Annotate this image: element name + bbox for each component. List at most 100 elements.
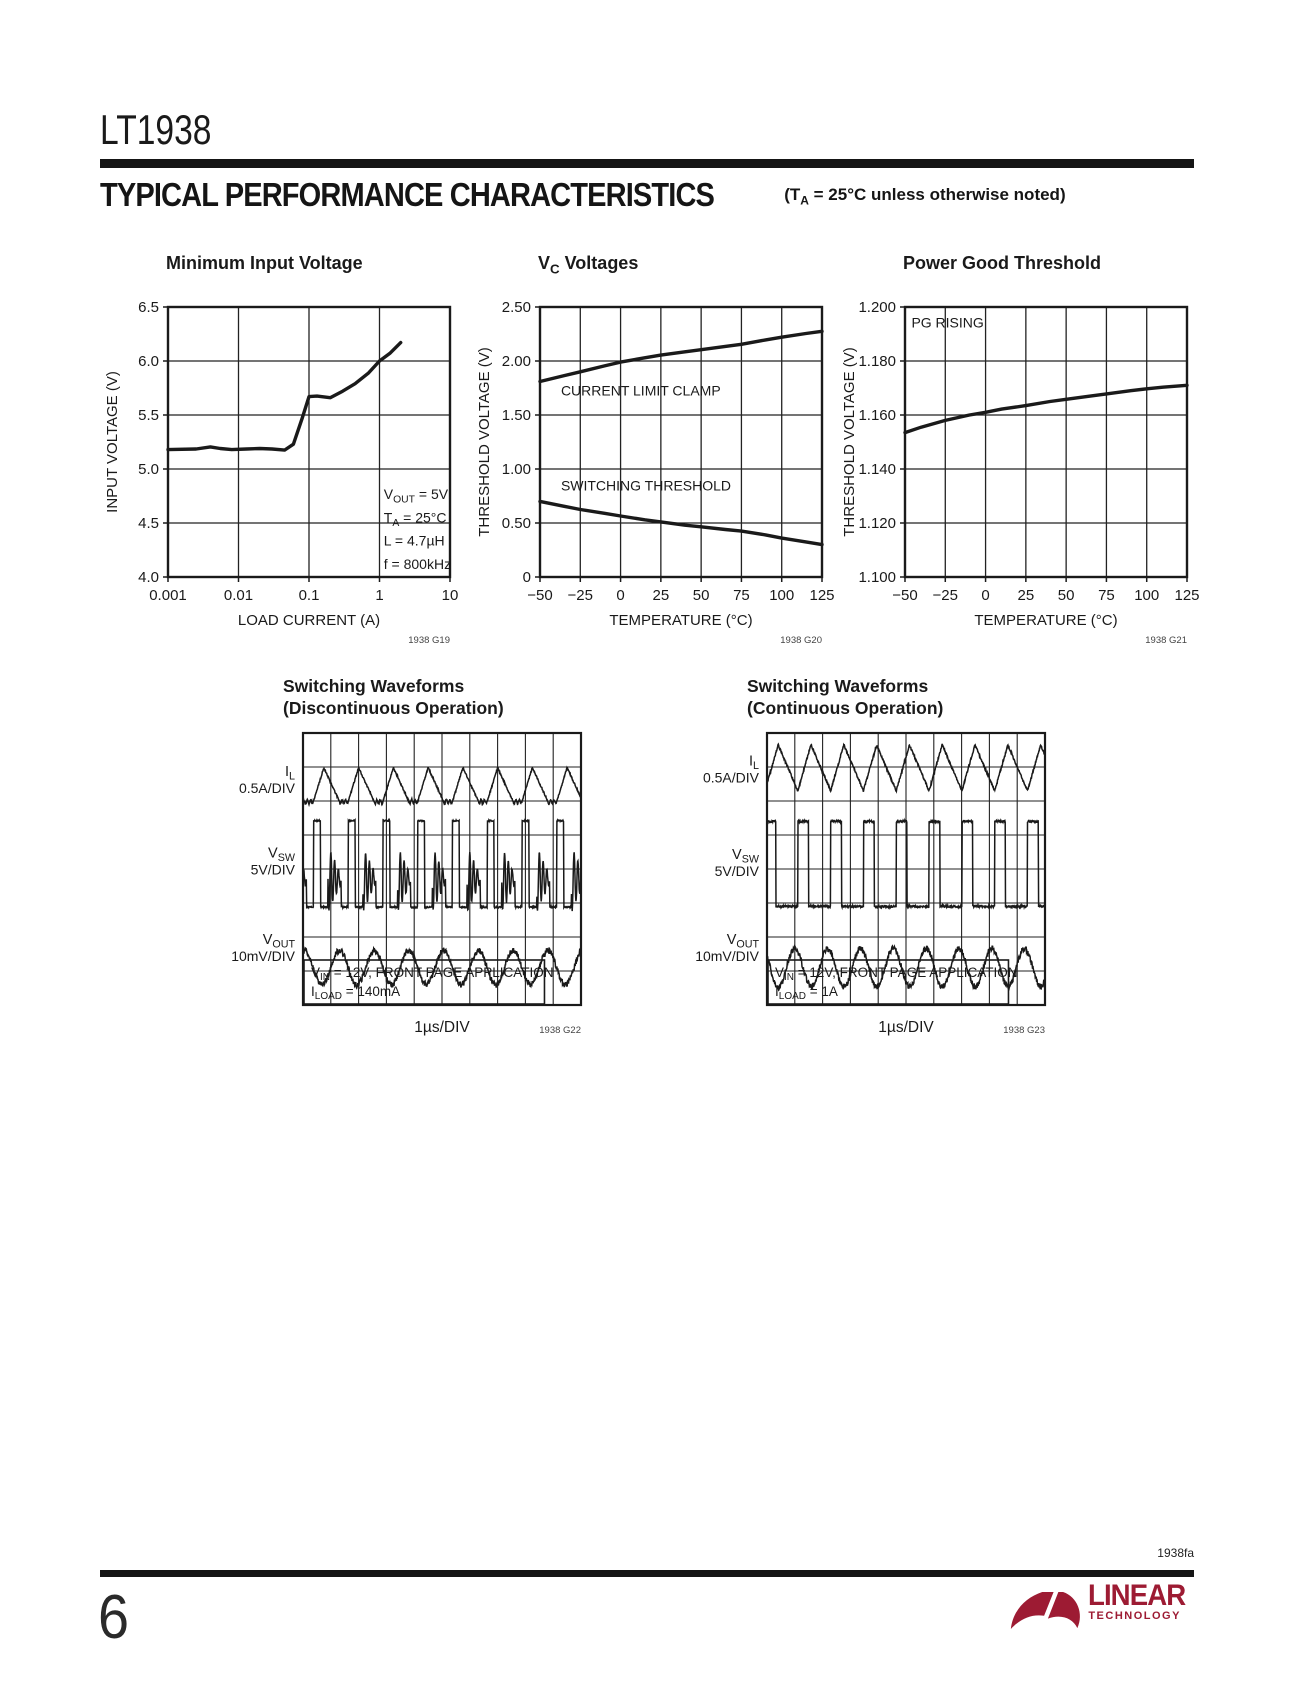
plot-annotation: SWITCHING THRESHOLD	[561, 478, 731, 494]
plot-annotation: f = 800kHz	[384, 556, 451, 572]
plot-border	[538, 305, 824, 579]
y-tick-label: 0.50	[502, 515, 531, 532]
logo-subtext: TECHNOLOGY	[1088, 1610, 1181, 1622]
plot-border	[903, 305, 1189, 579]
trace-label: IL	[285, 764, 295, 782]
trace-scale-label: 0.5A/DIV	[703, 770, 760, 786]
logo-text: LINEAR TECHNOLOGY	[1088, 1579, 1194, 1623]
x-tick-label: 1	[375, 587, 383, 604]
y-tick-label: 1.50	[502, 407, 531, 424]
plot-annotation: PG RISING	[911, 314, 983, 330]
y-tick-label: 2.50	[502, 299, 531, 316]
x-tick-label: 75	[1098, 587, 1115, 604]
x-tick-label: 75	[733, 587, 750, 604]
x-tick-label: 100	[1134, 587, 1159, 604]
x-tick-label: 0	[981, 587, 989, 604]
doc-code: 1938fa	[1157, 1546, 1194, 1560]
scope-title-line2: (Discontinuous Operation)	[283, 698, 504, 718]
note-box	[767, 959, 1010, 1005]
x-tick-label: −25	[568, 587, 593, 604]
y-axis-title: THRESHOLD VOLTAGE (V)	[841, 347, 858, 536]
trace-label: VOUT	[727, 932, 760, 950]
linear-technology-logo: LINEAR TECHNOLOGY	[1008, 1579, 1194, 1639]
x-tick-label: 0.01	[224, 587, 253, 604]
chart-vc-voltages: VC Voltages −50 −25 0 25 50 75 100 125 0 0.50 1.00 1…	[472, 245, 852, 647]
x-tick-label: −25	[933, 587, 958, 604]
scope-title-line1: Switching Waveforms	[747, 676, 928, 696]
chart-power-good-threshold: Power Good Threshold −50 −25 0 25 50 75 100 125 1…	[837, 245, 1217, 647]
trace-cont_switch	[766, 817, 1046, 911]
y-tick-label: 4.5	[138, 515, 159, 532]
x-axis-title: LOAD CURRENT (A)	[238, 612, 380, 629]
trace-dcm_switch	[302, 817, 582, 912]
y-tick-label: 5.5	[138, 407, 159, 424]
plot-annotation: CURRENT LIMIT CLAMP	[561, 383, 721, 399]
y-tick-label: 1.00	[502, 461, 531, 478]
figure-id: 1938 G22	[539, 1025, 581, 1036]
lt-logo-icon	[1011, 1592, 1081, 1630]
trace-ripple	[766, 944, 1046, 992]
header-rule	[100, 159, 1194, 168]
x-tick-label: 0.001	[149, 587, 187, 604]
chart-minimum-input-voltage: Minimum Input Voltage 0.001 0.01 0.1 1 10 4.0 4…	[100, 245, 480, 647]
y-tick-label: 6.0	[138, 353, 159, 370]
figure-id: 1938 G23	[1003, 1025, 1045, 1036]
plot-annotation: L = 4.7µH	[384, 533, 445, 549]
figure-id: 1938 G21	[1145, 635, 1187, 646]
x-axis-title: TEMPERATURE (°C)	[609, 612, 752, 629]
y-tick-label: 1.180	[858, 353, 896, 370]
note-line: ILOAD = 140mA	[311, 984, 400, 1002]
note-box	[303, 959, 546, 1005]
scope-title-line1: Switching Waveforms	[283, 676, 464, 696]
chart-title: Minimum Input Voltage	[166, 253, 363, 273]
series-minimum-input-voltage	[166, 340, 403, 452]
x-tick-label: 0	[616, 587, 624, 604]
trace-scale-label: 10mV/DIV	[695, 948, 759, 964]
trace-label: VOUT	[263, 932, 296, 950]
logo-wordmark: LINEAR	[1088, 1579, 1186, 1612]
timebase-label: 1µs/DIV	[414, 1019, 470, 1036]
trace-label: IL	[749, 754, 759, 772]
note-line: VIN = 12V, FRONT PAGE APPLICATION	[775, 965, 1017, 983]
y-tick-label: 1.140	[858, 461, 896, 478]
page-number: 6	[98, 1583, 130, 1652]
y-tick-label: 1.120	[858, 515, 896, 532]
power-good-threshold-svg: Power Good Threshold −50 −25 0 25 50 75 100 125 1…	[841, 253, 1200, 646]
figure-id: 1938 G20	[780, 635, 822, 646]
chart-title: Power Good Threshold	[903, 253, 1101, 273]
x-tick-label: 25	[653, 587, 670, 604]
section-header: TYPICAL PERFORMANCE CHARACTERISTICS (TA …	[100, 176, 1200, 214]
series-switching-threshold	[538, 499, 824, 547]
trace-dcm_inductor	[302, 765, 582, 808]
minimum-input-voltage-svg: Minimum Input Voltage 0.001 0.01 0.1 1 10 4.0 4…	[104, 253, 458, 646]
vc-voltages-svg: VC Voltages −50 −25 0 25 50 75 100 125 0 0.50 1.00 1…	[476, 253, 835, 646]
y-tick-label: 1.100	[858, 569, 896, 586]
y-tick-label: 4.0	[138, 569, 159, 586]
x-tick-label: 100	[769, 587, 794, 604]
trace-label: VSW	[268, 846, 296, 864]
y-tick-label: 1.160	[858, 407, 896, 424]
x-tick-label: 25	[1018, 587, 1035, 604]
footer-rule	[100, 1570, 1194, 1577]
y-tick-label: 1.200	[858, 299, 896, 316]
plot-annotation: VOUT = 5V	[384, 486, 449, 505]
trace-ripple	[302, 945, 582, 990]
trace-scale-label: 5V/DIV	[251, 862, 296, 878]
scope-border	[765, 731, 1047, 1007]
x-tick-label: 50	[693, 587, 710, 604]
trace-cont_inductor	[766, 742, 1046, 794]
x-tick-label: 50	[1058, 587, 1075, 604]
switching-waveforms-continuous-svg: Switching Waveforms(Continuous Operation…	[695, 676, 1047, 1036]
series-pg-rising	[903, 383, 1189, 435]
y-axis-title: INPUT VOLTAGE (V)	[104, 371, 121, 513]
timebase-label: 1µs/DIV	[878, 1019, 934, 1036]
scope-title-line2: (Continuous Operation)	[747, 698, 943, 718]
chart-switching-waveforms-discontinuous: Switching Waveforms (Discontinuous Operat…	[183, 672, 643, 1044]
chart-title: VC Voltages	[538, 253, 638, 276]
x-tick-label: 0.1	[299, 587, 320, 604]
y-axis-title: THRESHOLD VOLTAGE (V)	[476, 347, 493, 536]
section-title: TYPICAL PERFORMANCE CHARACTERISTICS	[100, 176, 715, 213]
x-tick-label: −50	[892, 587, 917, 604]
x-tick-label: −50	[527, 587, 552, 604]
